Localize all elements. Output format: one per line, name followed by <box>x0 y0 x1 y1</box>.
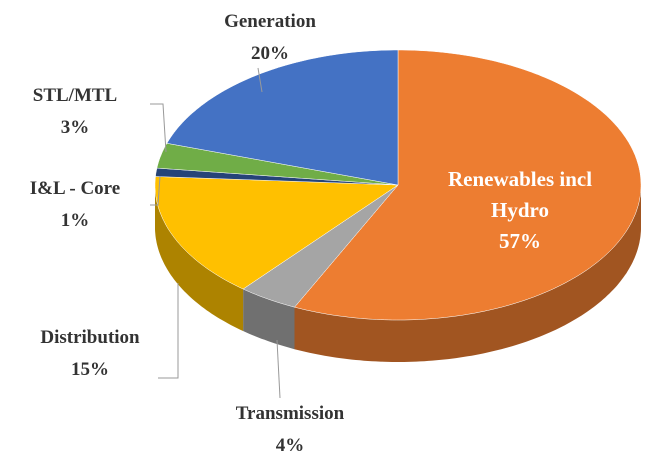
data-label: STL/MTL 3% <box>33 80 117 144</box>
data-label: I&L - Core 1% <box>30 173 120 237</box>
data-label: Renewables incl Hydro 57% <box>435 164 605 257</box>
data-label: Generation 20% <box>224 6 316 70</box>
value-label: 3% <box>60 117 90 138</box>
data-label: Transmission 4% <box>236 398 344 462</box>
category-label: I&L - Core <box>29 178 121 199</box>
category-label: Transmission <box>235 403 345 424</box>
slice <box>166 49 399 186</box>
category-label: Distribution <box>40 327 140 348</box>
slice <box>242 184 399 308</box>
value-label: 57% <box>499 229 541 253</box>
category-label: Renewables incl Hydro <box>447 167 593 222</box>
slice <box>294 49 642 321</box>
category-label: Generation <box>224 11 316 32</box>
value-label: 20% <box>250 43 289 64</box>
value-label: 15% <box>71 359 109 380</box>
value-label: 1% <box>60 210 90 231</box>
slice-side <box>243 289 295 350</box>
slice-side <box>155 185 244 331</box>
leader-line <box>150 103 167 153</box>
leader-line <box>150 175 161 206</box>
category-label: STL/MTL <box>32 85 118 106</box>
leader-line <box>257 67 263 93</box>
slice <box>154 176 399 290</box>
leader-line <box>276 339 281 399</box>
data-label: Distribution 15% <box>40 322 139 386</box>
slice-side <box>294 185 641 362</box>
value-label: 4% <box>275 435 305 456</box>
leader-line <box>158 283 179 379</box>
